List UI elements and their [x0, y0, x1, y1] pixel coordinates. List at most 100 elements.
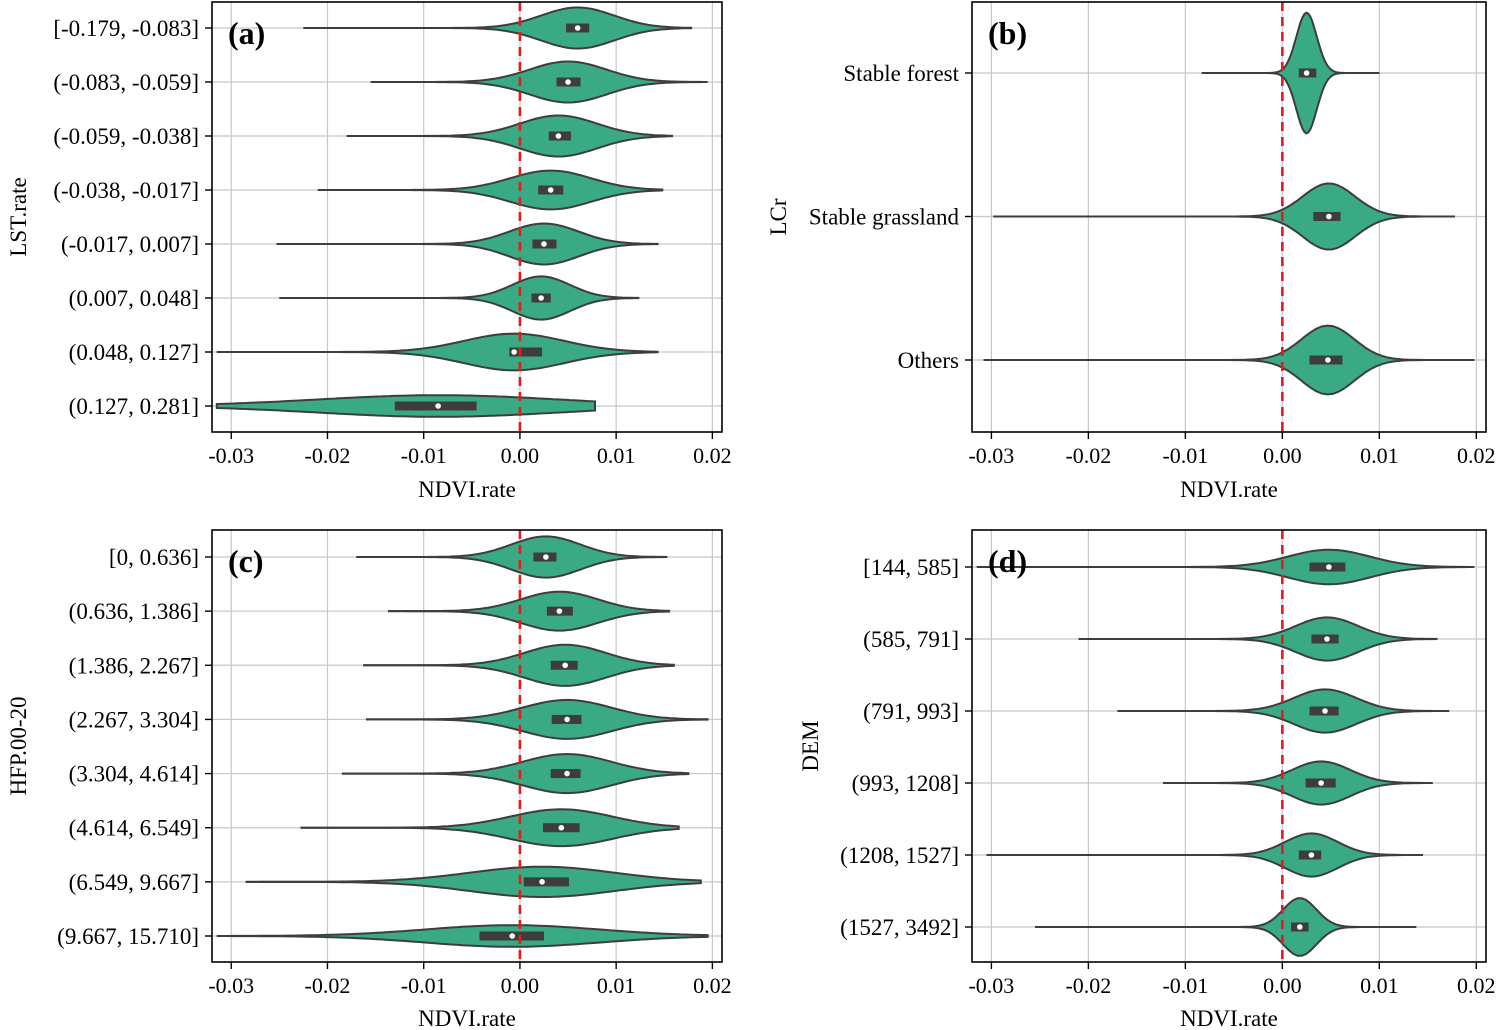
x-axis-label: NDVI.rate — [1180, 477, 1278, 502]
violin-body — [1035, 897, 1417, 957]
panel-label: (b) — [988, 15, 1027, 51]
y-tick-label: (3.304, 4.614] — [69, 762, 199, 787]
violin-body — [366, 698, 709, 740]
x-tick-label: 0.02 — [1457, 973, 1496, 998]
y-axis-label: LCr — [766, 198, 791, 235]
median-dot — [509, 933, 516, 939]
x-tick-label: -0.03 — [968, 443, 1014, 468]
panel-d: -0.03 -0.02 -0.01 0.00 0.01 0.02 [144, 585] (58… — [798, 529, 1496, 1030]
violin-body — [1078, 616, 1438, 662]
x-tick-label: -0.03 — [968, 973, 1014, 998]
x-tick-label: 0.02 — [693, 973, 732, 998]
x-tick-label: -0.02 — [305, 443, 351, 468]
violin — [986, 832, 1423, 878]
y-tick-label: (0.636, 1.386] — [69, 599, 199, 624]
y-axis-label: DEM — [798, 720, 823, 771]
violin — [215, 394, 596, 418]
median-dot — [539, 879, 545, 885]
violin-body — [245, 865, 702, 898]
y-axis-label: HFP.00-20 — [6, 696, 31, 795]
x-tick-label: -0.01 — [401, 443, 447, 468]
x-tick-label: -0.01 — [1162, 973, 1208, 998]
x-tick-label: -0.02 — [1065, 443, 1111, 468]
median-dot — [562, 662, 568, 669]
median-dot — [511, 349, 517, 355]
y-tick-label: [-0.179, -0.083] — [53, 16, 199, 41]
median-dot — [1318, 780, 1324, 786]
violin — [216, 924, 709, 948]
violin-body — [303, 6, 693, 50]
y-tick-label: (4.614, 6.549] — [69, 816, 199, 841]
median-dot — [547, 187, 554, 193]
x-axis-label: NDVI.rate — [418, 477, 516, 502]
y-tick-label: (-0.017, 0.007] — [61, 232, 199, 257]
axes-frame — [971, 529, 1487, 963]
axes-frame — [211, 529, 723, 963]
violin-body — [370, 60, 708, 104]
x-tick-label: -0.03 — [208, 973, 254, 998]
iqr-box — [523, 877, 569, 887]
y-tick-label: (2.267, 3.304] — [69, 707, 199, 732]
y-tick-label: (0.048, 0.127] — [69, 340, 199, 365]
x-tick-label: 0.01 — [1360, 443, 1399, 468]
y-tick-label: (0.127, 0.281] — [69, 394, 199, 419]
x-tick-label: 0.01 — [597, 973, 636, 998]
median-dot — [543, 554, 549, 560]
violin — [1163, 760, 1433, 806]
violin — [245, 865, 702, 898]
violin-body — [986, 832, 1423, 878]
violin — [363, 643, 675, 687]
median-dot — [1296, 924, 1303, 930]
violin — [276, 222, 659, 266]
y-tick-label: [144, 585] — [863, 555, 959, 580]
violin — [356, 535, 668, 579]
violin — [317, 169, 664, 211]
violin-body — [279, 275, 640, 321]
y-tick-label: (993, 1208] — [852, 771, 959, 796]
violin-body — [216, 924, 709, 948]
violin — [303, 6, 693, 50]
violin-body — [356, 535, 668, 579]
median-dot — [558, 824, 565, 831]
violin-body — [346, 114, 673, 158]
violin-body — [983, 324, 1475, 396]
y-tick-label: (-0.059, -0.038] — [53, 124, 199, 149]
median-dot — [556, 608, 563, 614]
violin — [1035, 897, 1417, 957]
violin — [1078, 616, 1438, 662]
violin-body — [276, 222, 659, 266]
median-dot — [564, 716, 570, 723]
violin — [341, 753, 690, 795]
y-tick-label: Stable grassland — [809, 205, 960, 230]
x-tick-label: -0.02 — [305, 973, 351, 998]
median-dot — [1326, 213, 1332, 220]
x-tick-label: -0.03 — [208, 443, 254, 468]
x-tick-label: -0.02 — [1065, 973, 1111, 998]
x-axis-label: NDVI.rate — [1180, 1006, 1278, 1030]
axes-frame — [211, 1, 723, 433]
median-dot — [1308, 852, 1315, 858]
y-tick-label: Others — [898, 348, 959, 373]
median-dot — [574, 25, 581, 31]
panel-label: (a) — [228, 15, 265, 51]
panel-c: -0.03 -0.02 -0.01 0.00 0.01 0.02 [0, 0.636] (0.… — [6, 529, 732, 1030]
violin-body — [317, 169, 664, 211]
median-dot — [538, 295, 544, 301]
y-tick-label: (6.549, 9.667] — [69, 870, 199, 895]
y-tick-label: (9.667, 15.710] — [57, 924, 199, 949]
violin-body — [216, 332, 659, 372]
violin — [346, 114, 673, 158]
x-tick-label: -0.01 — [1162, 443, 1208, 468]
violin — [983, 324, 1475, 396]
violin-body — [1163, 760, 1433, 806]
x-tick-label: 0.00 — [501, 443, 540, 468]
violin — [993, 182, 1455, 251]
panel-label: (c) — [228, 543, 264, 579]
y-tick-label: (1527, 3492] — [840, 915, 959, 940]
x-tick-label: -0.01 — [401, 973, 447, 998]
median-dot — [1325, 357, 1331, 363]
y-tick-label: [0, 0.636] — [109, 545, 199, 570]
y-tick-label: (0.007, 0.048] — [69, 286, 199, 311]
x-axis-label: NDVI.rate — [418, 1006, 516, 1030]
y-tick-label: (-0.038, -0.017] — [53, 178, 199, 203]
